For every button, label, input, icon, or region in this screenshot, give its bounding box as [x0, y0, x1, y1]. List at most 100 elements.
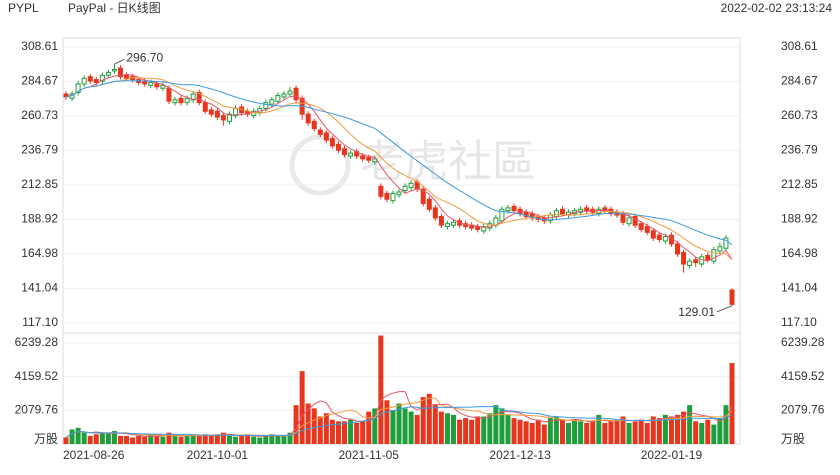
candle-body — [578, 208, 584, 213]
volume-bar — [596, 414, 602, 444]
candle-body — [505, 207, 511, 212]
volume-bar — [178, 436, 184, 444]
candle-body — [523, 211, 529, 217]
candle-body — [99, 74, 105, 82]
volume-bar — [63, 437, 69, 444]
volume-bar — [87, 435, 93, 444]
volume-bar — [656, 418, 662, 444]
volume-bar — [93, 434, 99, 444]
x-tick-label: 2021-08-26 — [63, 448, 125, 462]
volume-bar — [281, 435, 287, 444]
volume-bar — [305, 403, 311, 444]
volume-bar — [572, 419, 578, 444]
candle-body — [323, 132, 329, 141]
volume-bar — [517, 419, 523, 444]
y-tick-label: 260.73 — [21, 108, 58, 122]
volume-bar — [632, 421, 638, 444]
candle-body — [632, 215, 638, 226]
volume-bar — [553, 416, 559, 444]
watermark-text: 老虎社區 — [360, 138, 536, 187]
candle-body — [450, 221, 456, 226]
volume-bar — [729, 363, 735, 444]
candle-body — [384, 192, 390, 200]
volume-bar — [535, 419, 541, 444]
volume-bar — [299, 371, 305, 444]
candle-body — [172, 99, 178, 104]
volume-bar — [372, 408, 378, 444]
volume-bar — [148, 434, 154, 444]
candle-body — [511, 205, 517, 212]
volume-bar — [117, 435, 123, 444]
candle-body — [396, 191, 402, 196]
volume-bar — [172, 435, 178, 444]
volume-bar — [184, 435, 190, 444]
candle-body — [293, 87, 299, 101]
candle-body — [335, 143, 341, 151]
volume-bar — [444, 413, 450, 444]
candle-body — [305, 113, 311, 124]
candle-body — [87, 76, 93, 82]
candle-body — [650, 230, 656, 239]
datetime: 2022-02-02 23:13:24 — [721, 1, 833, 15]
y-tick-label: 308.61 — [21, 39, 58, 53]
volume-tick-label-right: 6239.28 — [781, 335, 825, 349]
volume-bar — [311, 408, 317, 444]
volume-bar — [450, 414, 456, 444]
volume-bar — [124, 435, 130, 444]
volume-bar — [505, 414, 511, 444]
candle-body — [251, 110, 257, 117]
candle-body — [160, 84, 166, 89]
volume-bar — [166, 432, 172, 444]
volume-bar — [233, 436, 239, 444]
volume-bar — [590, 421, 596, 444]
volume-bar — [245, 434, 251, 444]
volume-bar — [378, 335, 384, 444]
volume-bar — [81, 432, 87, 444]
y-tick-label: 117.10 — [22, 315, 58, 329]
candle-body — [184, 97, 190, 104]
candle-body — [263, 102, 269, 109]
candle-body — [687, 260, 693, 266]
candle-body — [202, 102, 208, 112]
candle-body — [360, 155, 366, 160]
candle-body — [348, 152, 354, 157]
volume-bar — [366, 411, 372, 444]
watermark: 老虎社區 — [289, 134, 536, 196]
volume-ma-line — [65, 405, 733, 438]
candle-body — [214, 110, 220, 118]
volume-bar — [675, 414, 681, 444]
candle-body — [154, 83, 160, 88]
volume-bar — [566, 422, 572, 444]
candle-body — [475, 226, 481, 230]
max-label: 296.70 — [126, 50, 163, 64]
volume-tick-label-right: 2079.76 — [781, 403, 825, 417]
candle-body — [656, 234, 662, 241]
candle-body — [196, 92, 202, 104]
volume-bar — [414, 414, 420, 444]
y-tick-label-right: 188.92 — [781, 212, 818, 226]
candle-body — [596, 208, 602, 215]
candle-body — [124, 74, 130, 79]
volume-bar — [420, 397, 426, 444]
volume-bar — [602, 422, 608, 444]
y-tick-label-right: 236.79 — [781, 143, 818, 157]
y-tick-label-right: 308.61 — [781, 39, 818, 53]
y-tick-label-right: 260.73 — [781, 108, 818, 122]
volume-bar — [202, 434, 208, 444]
volume-bar — [130, 437, 136, 444]
candle-body — [390, 192, 396, 202]
candle-body — [311, 120, 317, 130]
volume-bar — [329, 419, 335, 444]
y-tick-label: 236.79 — [21, 143, 58, 157]
volume-bar — [196, 435, 202, 444]
candle-body — [723, 237, 729, 249]
volume-bar — [487, 413, 493, 444]
volume-bar — [638, 419, 644, 444]
volume-bar — [360, 421, 366, 444]
candle-body — [481, 226, 487, 232]
volume-bar — [614, 419, 620, 444]
candle-body — [717, 246, 723, 252]
volume-bar — [323, 413, 329, 444]
y-tick-label: 164.98 — [21, 246, 58, 260]
